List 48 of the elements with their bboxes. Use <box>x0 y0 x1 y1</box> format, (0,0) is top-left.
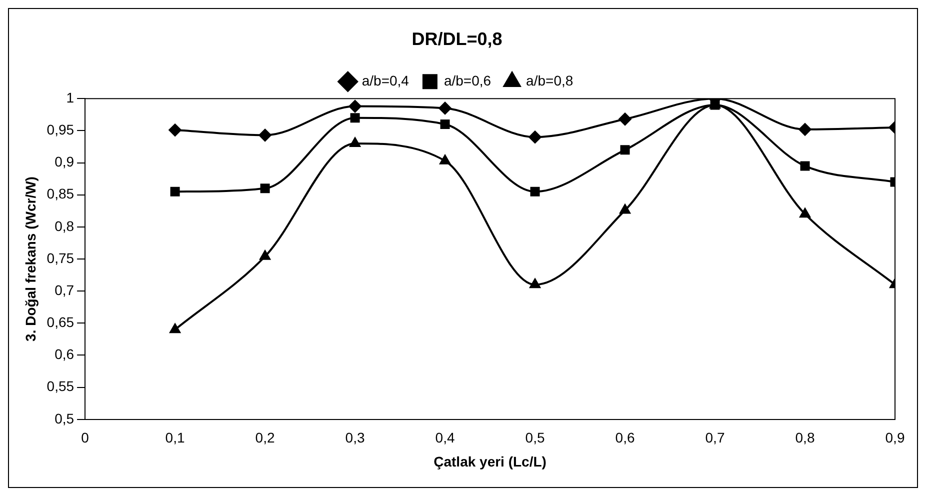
point <box>169 323 181 334</box>
x-tick-label: 0,9 <box>885 430 905 446</box>
x-axis-title: Çatlak yeri (Lc/L) <box>434 453 546 470</box>
x-tick-label: 0,5 <box>525 430 545 446</box>
y-tick-label: 0,9 <box>54 154 74 170</box>
point <box>528 130 542 144</box>
point <box>349 137 361 148</box>
y-tick-label: 0,8 <box>54 218 74 234</box>
x-tick-label: 0,6 <box>615 430 635 446</box>
x-tick-label: 0,3 <box>345 430 365 446</box>
x-tick-label: 0,8 <box>795 430 815 446</box>
point <box>440 120 450 130</box>
x-tick-label: 0,4 <box>435 430 455 446</box>
y-tick-label: 0,5 <box>54 410 74 426</box>
point <box>799 208 811 218</box>
chart-title: DR/DL=0,8 <box>412 28 502 49</box>
y-tick-label: 0,6 <box>54 346 74 362</box>
point <box>529 278 541 288</box>
point <box>798 122 812 136</box>
legend-label: a/b=0,6 <box>444 72 492 88</box>
point <box>168 124 182 137</box>
legend-label: a/b=0,8 <box>526 72 574 88</box>
y-tick-label: 1 <box>66 89 74 106</box>
y-axis-title: 3. Doğal frekans (Wcr/W) <box>22 176 38 342</box>
y-tick-label: 0,55 <box>46 378 74 394</box>
point <box>259 250 271 260</box>
point <box>258 128 272 142</box>
legend-label: a/b=0,4 <box>362 72 410 88</box>
y-tick-label: 0,75 <box>46 250 74 266</box>
point <box>620 145 630 155</box>
x-tick-label: 0 <box>81 430 90 446</box>
point <box>348 100 362 113</box>
x-tick-label: 0,1 <box>165 430 185 446</box>
y-tick-label: 0,85 <box>46 186 74 202</box>
y-tick-label: 0,95 <box>46 122 74 138</box>
x-tick-label: 0,2 <box>255 430 275 446</box>
x-tick-label: 0,7 <box>705 430 725 446</box>
point <box>350 113 360 123</box>
point <box>618 112 632 126</box>
point <box>438 102 452 115</box>
point <box>800 161 810 171</box>
y-tick-label: 0,7 <box>54 282 74 298</box>
point <box>260 184 270 194</box>
point <box>439 154 451 164</box>
point <box>530 186 540 196</box>
y-tick-label: 0,65 <box>46 314 74 330</box>
point <box>619 204 631 214</box>
point <box>170 186 180 196</box>
